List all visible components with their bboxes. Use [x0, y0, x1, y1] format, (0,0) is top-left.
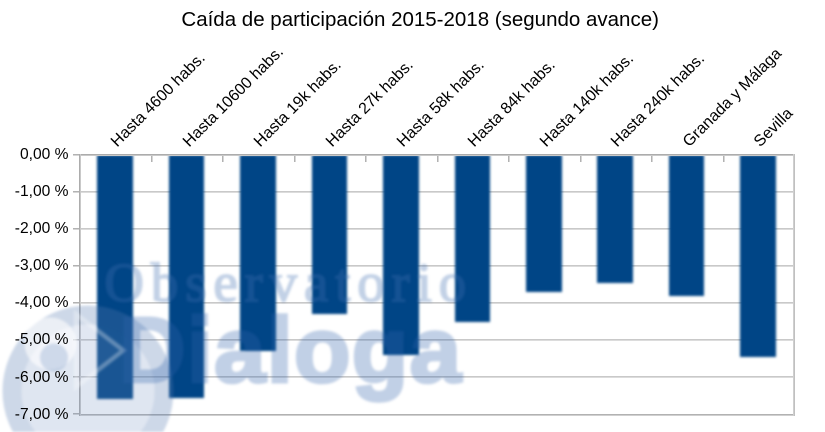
svg-text:Observatorio: Observatorio: [104, 252, 473, 313]
svg-text:Dialoga: Dialoga: [119, 299, 463, 401]
